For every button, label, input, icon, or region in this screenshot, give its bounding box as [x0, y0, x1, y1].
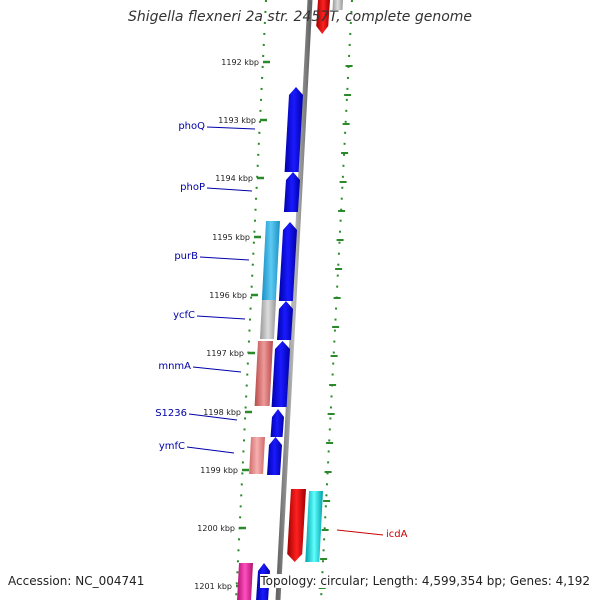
- gene-leader-line: [188, 413, 238, 421]
- purB-cds-block: [261, 221, 280, 300]
- gene-label-s1236[interactable]: S1236: [155, 408, 187, 419]
- top-red-block: [316, 0, 330, 34]
- gene-leader-line: [206, 187, 253, 192]
- ymfC-gene-arrow: [267, 437, 282, 475]
- phoQ-gene-arrow: [284, 87, 303, 172]
- gene-label-ymfc[interactable]: ymfC: [159, 441, 185, 452]
- gene-label-mnma[interactable]: mnmA: [158, 361, 191, 372]
- tick-label: 1197 kbp: [206, 349, 244, 358]
- tick-label: 1193 kbp: [218, 116, 256, 125]
- gene-label-ycfc[interactable]: ycfC: [173, 310, 195, 321]
- outer-dotted-guide: [320, 0, 353, 600]
- gene-label-icda[interactable]: icdA: [386, 529, 408, 540]
- gene-label-phoq[interactable]: phoQ: [178, 121, 205, 132]
- inner-dotted-guide: [235, 0, 267, 600]
- map-title: Shigella flexneri 2a str. 2457T, complet…: [127, 9, 473, 25]
- tick-label: 1200 kbp: [197, 524, 235, 533]
- gene-label-phop[interactable]: phoP: [180, 182, 205, 193]
- gene-leader-line: [186, 446, 235, 454]
- mnmA-gene-arrow: [271, 341, 290, 407]
- tick-label: 1192 kbp: [221, 58, 259, 67]
- purB-gene-arrow: [278, 222, 297, 301]
- top-gray-block: [332, 0, 343, 10]
- ycfC-gene-arrow: [276, 301, 293, 340]
- S1236-gene-arrow: [270, 409, 284, 437]
- gene-leader-line: [336, 529, 384, 536]
- tick-label: 1195 kbp: [212, 233, 250, 242]
- ymfC-cds-block: [249, 437, 265, 474]
- genome-backbone: [275, 0, 313, 600]
- tick-label: 1196 kbp: [209, 291, 247, 300]
- gene-leader-line: [199, 256, 250, 261]
- icdA-cyan-block: [305, 491, 323, 562]
- phoP-gene-arrow: [283, 172, 300, 212]
- gene-leader-line: [206, 126, 256, 130]
- gene-leader-line: [192, 366, 242, 373]
- tick-label: 1194 kbp: [215, 174, 253, 183]
- kbp-ticks: 1192 kbp 1193 kbp 1194 kbp 1195 kbp 1196 kbp…: [194, 58, 353, 591]
- tick-label: 1199 kbp: [200, 466, 238, 475]
- mnmA-cds-block: [254, 341, 273, 406]
- gene-labels: phoQ phoP purB ycfC mnmA S1236 ymfC icdA: [155, 121, 407, 540]
- icdA-red-arrow: [287, 489, 306, 562]
- gene-label-purb[interactable]: purB: [174, 251, 198, 262]
- ycfC-cds-block: [259, 300, 276, 339]
- accession-text: Accession: NC_004741: [8, 574, 145, 588]
- gene-features: [237, 0, 343, 600]
- tick-label: 1201 kbp: [194, 582, 232, 591]
- topology-text: Topology: circular; Length: 4,599,354 bp…: [260, 574, 590, 588]
- bottom-magenta-block: [237, 563, 253, 600]
- tick-label: 1198 kbp: [203, 408, 241, 417]
- gene-leader-line: [196, 315, 246, 320]
